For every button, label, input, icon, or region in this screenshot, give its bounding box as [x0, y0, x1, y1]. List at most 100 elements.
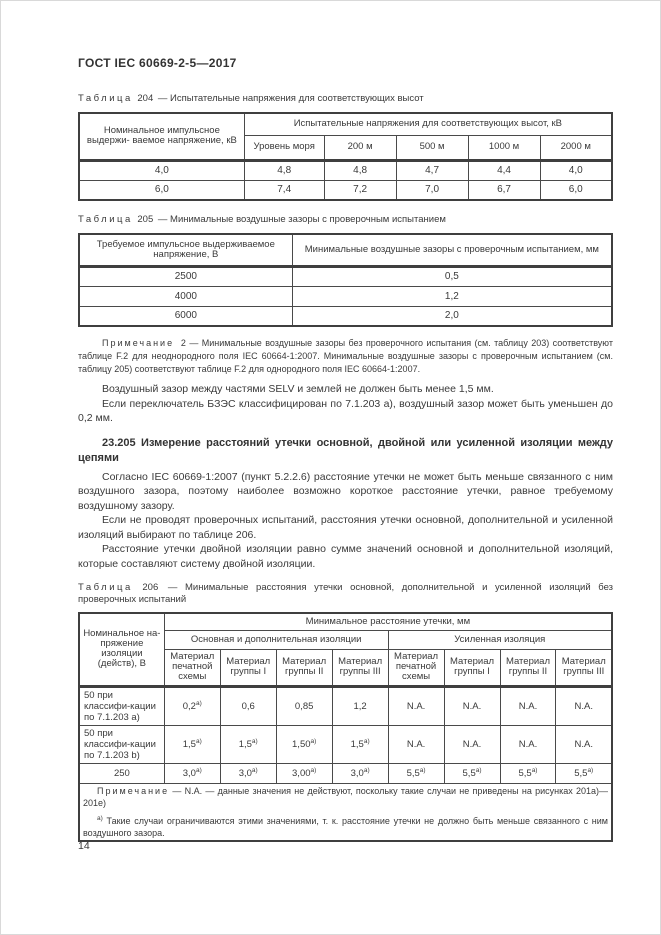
table-205-caption: Таблица 205 — Минимальные воздушные зазо… — [78, 214, 613, 226]
table-cell: 2,0 — [291, 305, 613, 327]
table-header-cell: Материал группы III — [555, 648, 613, 687]
paragraph-selv: Воздушный зазор между частями SELV и зем… — [102, 383, 494, 395]
table-204-caption: Таблица 204 — Испытательные напряжения д… — [78, 93, 613, 105]
table-row: 4,0 4,8 4,8 4,7 4,4 4,0 — [78, 158, 613, 181]
table-cell: 1,5а) — [331, 724, 389, 764]
table-206-group-top: Минимальное расстояние утечки, мм — [163, 612, 613, 631]
caption-text: — Испытательные напряжения для соответст… — [157, 93, 424, 104]
paragraph-2: Если не проводят проверочных испытаний, … — [78, 514, 613, 541]
table-header-cell: Материал группы II — [499, 648, 557, 687]
section-heading-23-205: 23.205 Измерение расстояний утечки основ… — [78, 436, 613, 464]
table-cell: 1,5а) — [219, 724, 277, 764]
row-label: 250 — [78, 762, 165, 784]
table-header-cell: 500 м — [395, 134, 469, 161]
table-cell: 0,5 — [291, 264, 613, 287]
table-cell: 3,00а) — [275, 762, 333, 784]
paragraph-3: Расстояние утечки двойной изоляции равно… — [78, 543, 613, 570]
table-cell: 1,50а) — [275, 724, 333, 764]
table-204: Номинальное импульсное выдержи- ваемое н… — [78, 112, 613, 201]
table-cell: 2500 — [78, 264, 293, 287]
document-code: ГОСТ IEC 60669-2-5—2017 — [78, 56, 237, 70]
table-cell: 6,7 — [467, 179, 541, 201]
table-cell: N.A. — [499, 684, 557, 726]
caption-text: — Минимальные воздушные зазоры с проверо… — [157, 214, 446, 225]
table-206-group-basic: Основная и дополнительная изоляции — [163, 629, 389, 650]
table-cell: 3,0а) — [219, 762, 277, 784]
caption-label: Таблица — [78, 93, 133, 104]
note-number: 2 — [180, 338, 186, 348]
note-text: — N.A. — данные значения не действуют, п… — [83, 785, 608, 808]
table-204-group-header: Испытательные напряжения для соответству… — [243, 112, 613, 136]
note-label: Примечание — [102, 338, 175, 348]
table-cell: 1,2 — [331, 684, 389, 726]
table-cell: 4,8 — [243, 158, 325, 181]
table-cell: 0,6 — [219, 684, 277, 726]
table-cell: N.A. — [499, 724, 557, 764]
table-cell: N.A. — [443, 684, 501, 726]
row-label: 50 при классифи-кации по 7.1.203 b) — [78, 724, 165, 764]
table-row: 6000 2,0 — [78, 305, 613, 327]
caption-number: 206 — [142, 582, 159, 593]
table-cell: 5,5а) — [499, 762, 557, 784]
table-cell: 5,5а) — [387, 762, 445, 784]
caption-label: Таблица — [78, 582, 133, 593]
table-cell: 3,0а) — [163, 762, 221, 784]
table-cell: 5,5а) — [555, 762, 613, 784]
table-cell: 0,2а) — [163, 684, 221, 726]
table-row: 4000 1,2 — [78, 285, 613, 307]
table-note: Примечание — N.A. — данные значения не д… — [83, 785, 608, 809]
caption-number: 204 — [137, 93, 154, 104]
table-row: 2500 0,5 — [78, 264, 613, 287]
table-cell: N.A. — [555, 724, 613, 764]
table-cell: N.A. — [443, 724, 501, 764]
table-cell: 4,0 — [78, 158, 245, 181]
table-206-group-reinforced: Усиленная изоляция — [387, 629, 613, 650]
table-205-col1-header: Требуемое импульсное выдерживаемое напря… — [78, 233, 293, 267]
note-2: Примечание 2 — Минимальные воздушные заз… — [78, 337, 613, 376]
table-header-cell: Материал печатной схемы — [163, 648, 221, 687]
table-cell: 4,4 — [467, 158, 541, 181]
table-205: Требуемое импульсное выдерживаемое напря… — [78, 233, 613, 327]
table-cell: 4000 — [78, 285, 293, 307]
table-header-cell: 200 м — [323, 134, 397, 161]
caption-number: 205 — [137, 214, 154, 225]
table-cell: 4,0 — [539, 158, 613, 181]
note-label: Примечание — [97, 785, 170, 796]
table-row: 50 при классифи-кации по 7.1.203 а) 0,2а… — [78, 684, 613, 726]
table-206-col1-header: Номинальное на-пряжение изоляции (действ… — [78, 612, 165, 687]
table-cell: 5,5а) — [443, 762, 501, 784]
table-cell: 6,0 — [539, 179, 613, 201]
table-205-col2-header: Минимальные воздушные зазоры с проверочн… — [291, 233, 613, 267]
table-cell: 6000 — [78, 305, 293, 327]
table-note-row: Примечание — N.A. — данные значения не д… — [78, 782, 613, 841]
table-cell: 7,2 — [323, 179, 397, 201]
page-number: 14 — [78, 840, 90, 852]
paragraph-1: Согласно IEC 60669-1:2007 (пункт 5.2.2.6… — [78, 470, 613, 512]
table-cell: 3,0а) — [331, 762, 389, 784]
table-row: 250 3,0а) 3,0а) 3,00а) 3,0а) 5,5а) 5,5а)… — [78, 762, 613, 784]
table-header-cell: 1000 м — [467, 134, 541, 161]
table-header-cell: Материал группы I — [443, 648, 501, 687]
table-cell: N.A. — [387, 684, 445, 726]
note-text: — Минимальные воздушные зазоры без прове… — [78, 338, 613, 374]
row-label: 50 при классифи-кации по 7.1.203 а) — [78, 684, 165, 726]
caption-label: Таблица — [78, 214, 133, 225]
table-cell: 4,7 — [395, 158, 469, 181]
table-cell: 1,5а) — [163, 724, 221, 764]
table-204-col1-header: Номинальное импульсное выдержи- ваемое н… — [78, 112, 245, 161]
table-header-cell: 2000 м — [539, 134, 613, 161]
table-header-cell: Материал группы II — [275, 648, 333, 687]
table-row: 50 при классифи-кации по 7.1.203 b) 1,5а… — [78, 724, 613, 764]
table-cell: 0,85 — [275, 684, 333, 726]
table-footnote: а) Такие случаи ограничиваются этими зна… — [83, 815, 608, 839]
table-cell: 1,2 — [291, 285, 613, 307]
footnote-text: Такие случаи ограничиваются этими значен… — [83, 815, 608, 838]
table-header-cell: Материал группы III — [331, 648, 389, 687]
caption-text: — Минимальные расстояния утечки основной… — [78, 582, 614, 605]
table-206-caption: Таблица 206 — Минимальные расстояния уте… — [78, 582, 613, 606]
footnote-marker: а) — [97, 814, 103, 822]
table-cell: 7,0 — [395, 179, 469, 201]
table-note-cell: Примечание — N.A. — данные значения не д… — [78, 782, 613, 841]
table-206: Номинальное на-пряжение изоляции (действ… — [78, 612, 613, 842]
